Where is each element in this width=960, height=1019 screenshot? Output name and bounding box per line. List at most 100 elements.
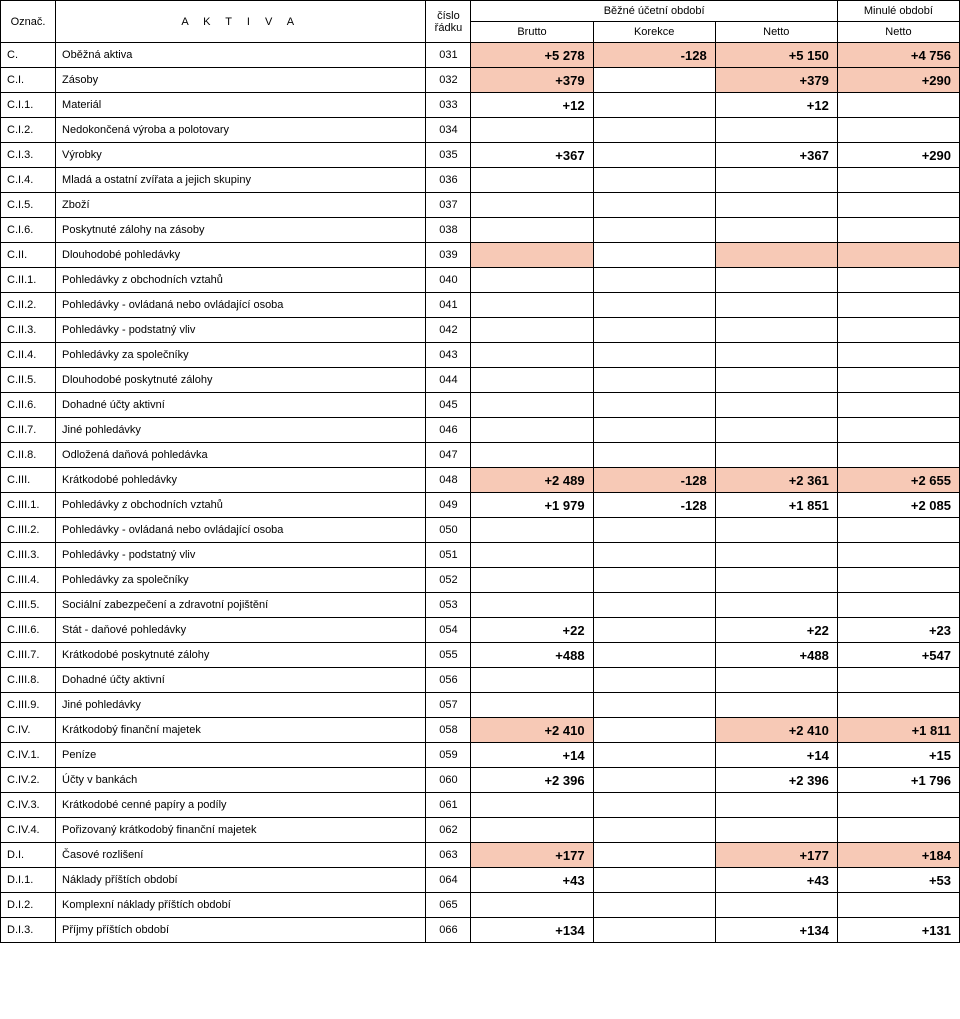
cell-name: Pohledávky - podstatný vliv (56, 318, 426, 343)
cell-korekce (593, 568, 715, 593)
cell-name: Zboží (56, 193, 426, 218)
cell-korekce (593, 668, 715, 693)
cell-rownum: 051 (426, 543, 471, 568)
cell-korekce (593, 118, 715, 143)
cell-code: D.I.3. (1, 918, 56, 943)
cell-netto: +5 150 (715, 43, 837, 68)
table-row: C.III.9.Jiné pohledávky057 (1, 693, 960, 718)
table-row: C.III.8.Dohadné účty aktivní056 (1, 668, 960, 693)
table-row: C.III.5.Sociální zabezpečení a zdravotní… (1, 593, 960, 618)
cell-rownum: 044 (426, 368, 471, 393)
cell-rownum: 034 (426, 118, 471, 143)
cell-netto (715, 268, 837, 293)
cell-korekce (593, 293, 715, 318)
cell-code: C.III.6. (1, 618, 56, 643)
cell-code: D.I.1. (1, 868, 56, 893)
cell-rownum: 063 (426, 843, 471, 868)
cell-rownum: 036 (426, 168, 471, 193)
cell-code: C.II.7. (1, 418, 56, 443)
cell-prior (837, 93, 959, 118)
cell-code: C.II.8. (1, 443, 56, 468)
cell-korekce (593, 793, 715, 818)
table-row: C.II.4.Pohledávky za společníky043 (1, 343, 960, 368)
rownum-line2: řádku (435, 22, 463, 34)
cell-rownum: 055 (426, 643, 471, 668)
cell-korekce (593, 318, 715, 343)
cell-brutto: +488 (471, 643, 593, 668)
cell-brutto (471, 193, 593, 218)
cell-prior (837, 118, 959, 143)
cell-netto (715, 793, 837, 818)
cell-rownum: 043 (426, 343, 471, 368)
cell-brutto (471, 293, 593, 318)
cell-netto (715, 293, 837, 318)
cell-korekce (593, 543, 715, 568)
cell-name: Jiné pohledávky (56, 418, 426, 443)
table-row: C.II.1.Pohledávky z obchodních vztahů040 (1, 268, 960, 293)
cell-code: C.II.4. (1, 343, 56, 368)
col-header-netto: Netto (715, 22, 837, 43)
cell-prior: +290 (837, 143, 959, 168)
cell-code: C.IV.3. (1, 793, 56, 818)
cell-prior (837, 343, 959, 368)
table-row: D.I.1.Náklady příštích období064+43+43+5… (1, 868, 960, 893)
cell-prior (837, 393, 959, 418)
cell-korekce: -128 (593, 493, 715, 518)
cell-korekce: -128 (593, 468, 715, 493)
cell-rownum: 057 (426, 693, 471, 718)
cell-prior: +547 (837, 643, 959, 668)
cell-name: Příjmy příštích období (56, 918, 426, 943)
cell-brutto (471, 368, 593, 393)
cell-netto (715, 593, 837, 618)
cell-prior (837, 818, 959, 843)
cell-brutto (471, 893, 593, 918)
table-row: C.II.3.Pohledávky - podstatný vliv042 (1, 318, 960, 343)
cell-code: C.III.7. (1, 643, 56, 668)
table-row: C.I.5.Zboží037 (1, 193, 960, 218)
cell-name: Materiál (56, 93, 426, 118)
cell-rownum: 061 (426, 793, 471, 818)
cell-brutto (471, 393, 593, 418)
cell-code: C.I.6. (1, 218, 56, 243)
cell-netto: +43 (715, 868, 837, 893)
cell-prior (837, 568, 959, 593)
cell-name: Pohledávky za společníky (56, 568, 426, 593)
cell-name: Výrobky (56, 143, 426, 168)
table-row: C.IV.1.Peníze059+14+14+15 (1, 743, 960, 768)
cell-brutto (471, 668, 593, 693)
cell-netto (715, 318, 837, 343)
cell-netto (715, 418, 837, 443)
table-body: C.Oběžná aktiva031+5 278-128+5 150+4 756… (1, 43, 960, 943)
cell-korekce (593, 818, 715, 843)
cell-brutto (471, 518, 593, 543)
cell-brutto: +177 (471, 843, 593, 868)
cell-prior (837, 193, 959, 218)
cell-brutto: +379 (471, 68, 593, 93)
cell-code: C.II.6. (1, 393, 56, 418)
table-row: C.III.7.Krátkodobé poskytnuté zálohy055+… (1, 643, 960, 668)
cell-brutto (471, 568, 593, 593)
col-group-prior: Minulé období (837, 1, 959, 22)
cell-rownum: 046 (426, 418, 471, 443)
cell-brutto: +12 (471, 93, 593, 118)
table-row: C.III.6.Stát - daňové pohledávky054+22+2… (1, 618, 960, 643)
table-row: C.I.Zásoby032+379+379+290 (1, 68, 960, 93)
cell-prior: +53 (837, 868, 959, 893)
cell-korekce (593, 768, 715, 793)
cell-name: Pohledávky z obchodních vztahů (56, 493, 426, 518)
cell-netto (715, 243, 837, 268)
cell-code: C.II.2. (1, 293, 56, 318)
cell-name: Zásoby (56, 68, 426, 93)
cell-code: D.I.2. (1, 893, 56, 918)
cell-name: Dlouhodobé poskytnuté zálohy (56, 368, 426, 393)
cell-name: Účty v bankách (56, 768, 426, 793)
cell-netto: +12 (715, 93, 837, 118)
cell-brutto: +1 979 (471, 493, 593, 518)
cell-prior: +2 655 (837, 468, 959, 493)
cell-korekce (593, 868, 715, 893)
cell-prior: +1 811 (837, 718, 959, 743)
col-header-name: A K T I V A (56, 1, 426, 43)
cell-rownum: 037 (426, 193, 471, 218)
cell-rownum: 033 (426, 93, 471, 118)
cell-name: Nedokončená výroba a polotovary (56, 118, 426, 143)
